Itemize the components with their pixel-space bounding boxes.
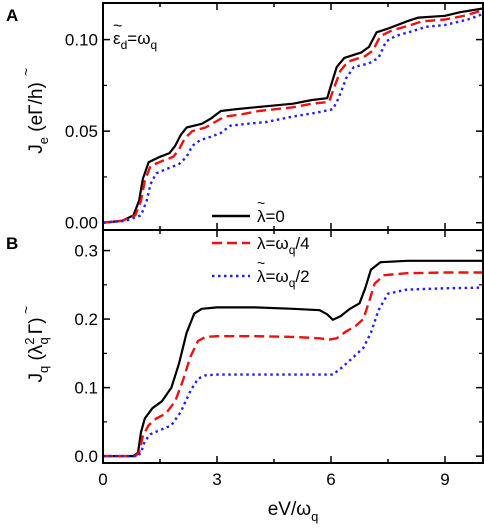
ylabel-b-sub: q bbox=[36, 366, 51, 373]
legend-label-sub-1: q bbox=[289, 243, 296, 257]
ylabel-a-tilde: ~ bbox=[18, 68, 34, 76]
x-axis-label: eV/ωq bbox=[268, 499, 319, 524]
series-line-a-2 bbox=[104, 13, 482, 224]
y-tick-label-b-0: 0.0 bbox=[74, 447, 98, 466]
series-line-b-0 bbox=[104, 259, 482, 458]
legend-label-tail-2: /2 bbox=[295, 267, 309, 286]
annotation-epsilon: ε bbox=[113, 29, 121, 48]
svg-text:Je (eΓ/h): Je (eΓ/h) bbox=[26, 82, 51, 154]
y-tick-label-a-2: 0.10 bbox=[65, 31, 98, 50]
panel-a-frame bbox=[102, 2, 484, 231]
legend-label-main-2: λ=ω bbox=[257, 267, 289, 286]
svg-text:εd=ωq: εd=ωq bbox=[113, 29, 157, 52]
panel-a-annotation: ~ εd=ωq bbox=[113, 18, 157, 52]
legend-label-main-0: λ=0 bbox=[257, 207, 285, 226]
ylabel-b-sup: 2 bbox=[22, 337, 37, 344]
ylabel-b-sub2: q bbox=[36, 337, 51, 344]
svg-text:Jq (λ2qΓ): Jq (λ2qΓ) bbox=[22, 317, 51, 382]
panel-a-letter: A bbox=[6, 6, 18, 25]
y-tick-label-b-3: 0.3 bbox=[74, 242, 98, 261]
x-tick-label-1: 3 bbox=[212, 470, 221, 489]
legend-label-2: λ=ωq/2 bbox=[257, 267, 310, 290]
series-line-b-2 bbox=[104, 286, 482, 458]
legend-tilde-0: ~ bbox=[257, 195, 265, 211]
panel-a-axes: 0.00 0.05 0.10 bbox=[65, 3, 483, 233]
legend-label-sub-2: q bbox=[289, 276, 296, 290]
panel-a-series bbox=[104, 7, 482, 224]
x-tick-label-3: 9 bbox=[440, 470, 449, 489]
ylabel-b-rest: Γ) bbox=[26, 317, 47, 334]
panel-a-ylabel: Je (eΓ/h) bbox=[26, 82, 51, 154]
legend: ~λ=0~λ=ωq/4~λ=ωq/2 bbox=[212, 195, 310, 290]
ylabel-a-sub: e bbox=[36, 137, 51, 144]
xlabel-main: eV/ω bbox=[268, 499, 312, 520]
annotation-sub2: q bbox=[150, 38, 157, 52]
annotation-sub: d bbox=[121, 38, 128, 52]
panel-b-letter: B bbox=[6, 234, 18, 253]
ylabel-a-rest: (eΓ/h) bbox=[26, 82, 47, 137]
legend-label-1: λ=ωq/4 bbox=[257, 234, 310, 257]
y-tick-label-a-1: 0.05 bbox=[65, 122, 98, 141]
annotation-eq: =ω bbox=[127, 29, 150, 48]
xlabel-sub: q bbox=[311, 509, 318, 524]
legend-label-0: λ=0 bbox=[257, 207, 285, 226]
ylabel-b-main: J bbox=[26, 373, 47, 383]
x-tick-label-0: 0 bbox=[98, 470, 107, 489]
y-tick-label-b-2: 0.2 bbox=[74, 310, 98, 329]
legend-tilde-1: ~ bbox=[257, 222, 265, 238]
panel-b-series bbox=[104, 259, 482, 458]
panel-b-ylabel: Jq (λ2qΓ) bbox=[22, 317, 51, 382]
ylabel-b-tilde: ~ bbox=[18, 306, 34, 314]
series-line-b-1 bbox=[104, 271, 482, 458]
y-tick-label-b-1: 0.1 bbox=[74, 379, 98, 398]
ylabel-a-main: J bbox=[26, 144, 47, 154]
y-tick-label-a-0: 0.00 bbox=[65, 214, 98, 233]
ylabel-b-open: (λ bbox=[26, 344, 47, 366]
legend-label-main-1: λ=ω bbox=[257, 234, 289, 253]
series-line-a-1 bbox=[104, 9, 482, 224]
series-line-a-0 bbox=[104, 7, 482, 224]
panel-b-axes: 0.0 0.1 0.2 0.3 0 3 6 9 bbox=[74, 230, 483, 489]
panel-b-frame bbox=[102, 229, 484, 464]
legend-label-tail-1: /4 bbox=[295, 234, 309, 253]
x-tick-label-2: 6 bbox=[326, 470, 335, 489]
annotation-tilde: ~ bbox=[113, 18, 122, 35]
legend-tilde-2: ~ bbox=[257, 255, 265, 271]
